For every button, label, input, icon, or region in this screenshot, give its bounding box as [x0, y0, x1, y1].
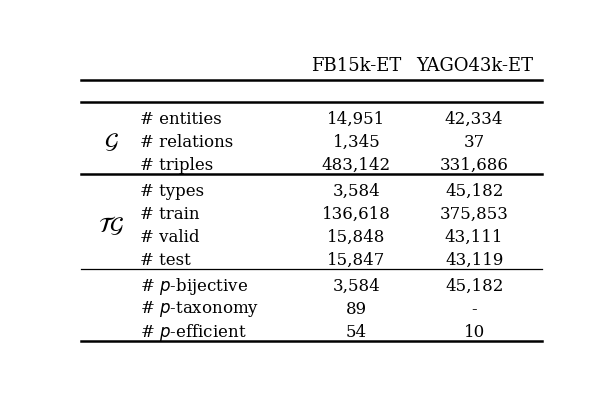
- Text: # triples: # triples: [140, 157, 213, 174]
- Text: 3,584: 3,584: [333, 183, 380, 200]
- Text: 54: 54: [346, 324, 367, 341]
- Text: # train: # train: [140, 206, 199, 223]
- Text: 1,345: 1,345: [333, 134, 380, 151]
- Text: # $p$-bijective: # $p$-bijective: [140, 276, 247, 297]
- Text: 42,334: 42,334: [445, 111, 503, 128]
- Text: # entities: # entities: [140, 111, 221, 128]
- Text: 331,686: 331,686: [440, 157, 509, 174]
- Text: 37: 37: [463, 134, 485, 151]
- Text: 43,119: 43,119: [445, 252, 503, 269]
- Text: 43,111: 43,111: [445, 229, 503, 246]
- Text: YAGO43k-ET: YAGO43k-ET: [416, 57, 533, 75]
- Text: 375,853: 375,853: [440, 206, 509, 223]
- Text: # $p$-taxonomy: # $p$-taxonomy: [140, 299, 259, 319]
- Text: 15,847: 15,847: [327, 252, 385, 269]
- Text: # valid: # valid: [140, 229, 199, 246]
- Text: # test: # test: [140, 252, 190, 269]
- Text: 45,182: 45,182: [445, 183, 503, 200]
- Text: 136,618: 136,618: [322, 206, 391, 223]
- Text: 89: 89: [346, 301, 367, 318]
- Text: $\mathcal{TG}$: $\mathcal{TG}$: [98, 215, 125, 237]
- Text: 483,142: 483,142: [322, 157, 391, 174]
- Text: 45,182: 45,182: [445, 278, 503, 295]
- Text: 10: 10: [463, 324, 485, 341]
- Text: 3,584: 3,584: [333, 278, 380, 295]
- Text: -: -: [471, 301, 477, 318]
- Text: # types: # types: [140, 183, 204, 200]
- Text: # $p$-efficient: # $p$-efficient: [140, 322, 246, 343]
- Text: FB15k-ET: FB15k-ET: [311, 57, 401, 75]
- Text: 15,848: 15,848: [327, 229, 385, 246]
- Text: $\mathcal{G}$: $\mathcal{G}$: [104, 131, 119, 153]
- Text: # relations: # relations: [140, 134, 233, 151]
- Text: 14,951: 14,951: [327, 111, 385, 128]
